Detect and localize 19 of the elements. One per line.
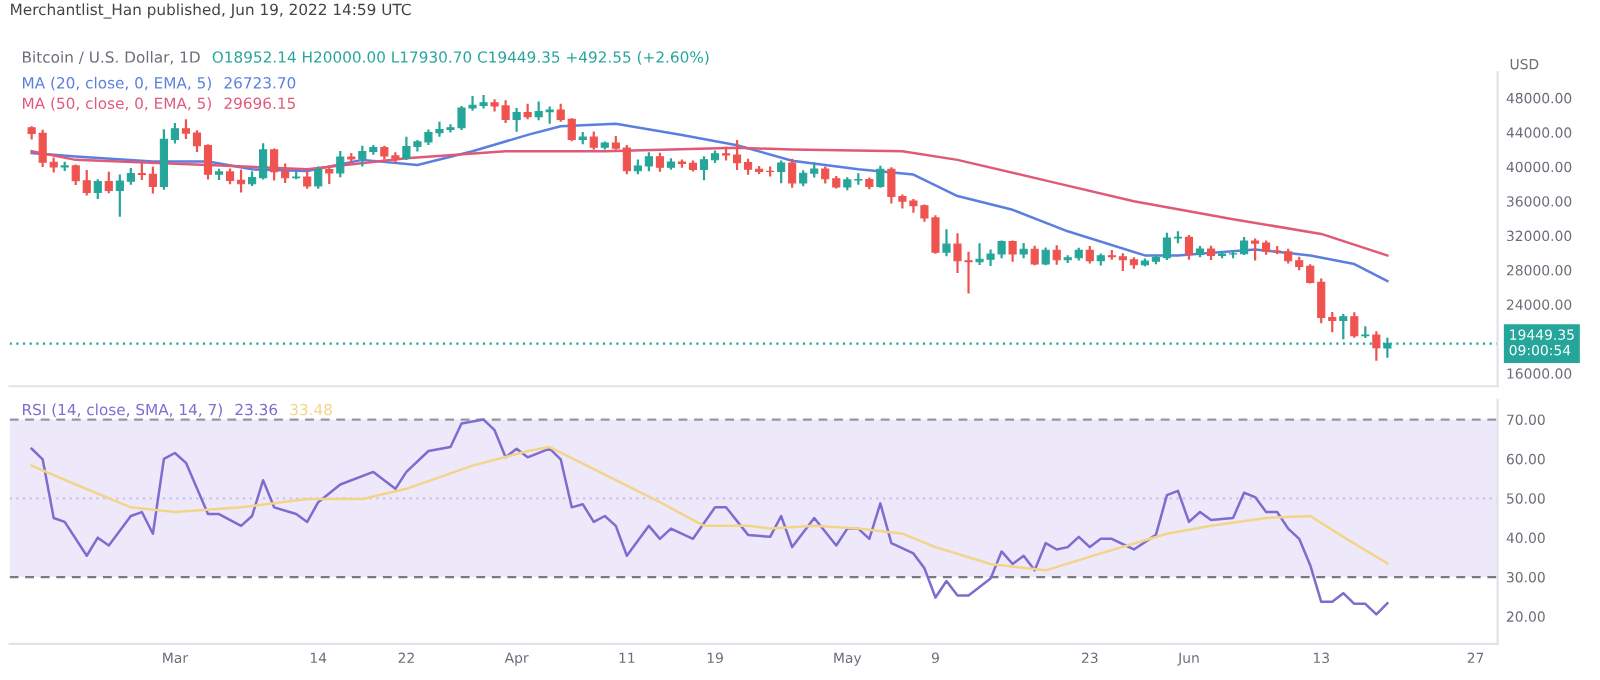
candlestick	[1184, 234, 1194, 260]
line-series	[30, 445, 1389, 572]
candlestick	[876, 165, 885, 188]
candlestick	[788, 158, 797, 188]
candlestick	[777, 160, 786, 184]
candlestick	[1361, 326, 1370, 339]
candlestick	[1339, 313, 1348, 340]
candlestick	[1008, 240, 1017, 262]
candlestick	[1350, 312, 1359, 338]
candlestick	[336, 151, 345, 178]
candlestick	[1372, 331, 1381, 361]
candlestick	[512, 107, 521, 132]
line-series	[30, 122, 1389, 283]
candlestick	[104, 171, 113, 194]
candlestick	[60, 161, 69, 171]
candlestick	[314, 166, 323, 189]
line-series	[30, 418, 1389, 616]
line-series	[30, 146, 1389, 257]
candlestick	[942, 229, 951, 257]
